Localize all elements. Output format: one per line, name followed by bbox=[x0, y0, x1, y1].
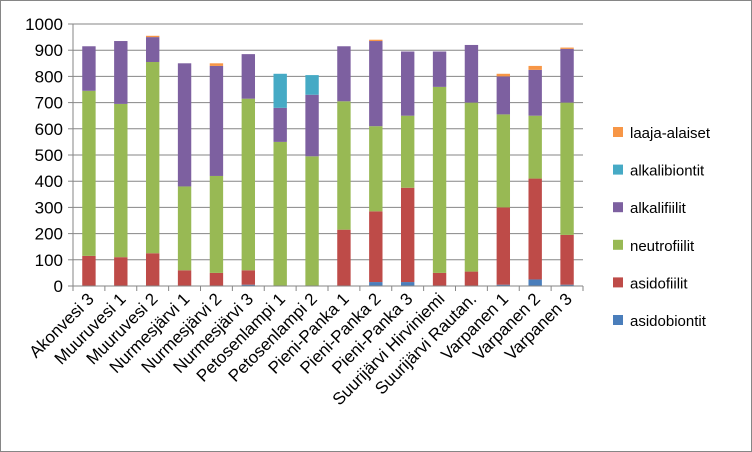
bar-segment-neutrofiilit bbox=[464, 102, 479, 272]
bar-segment-asidobiontit bbox=[496, 284, 511, 286]
bar-segment-alkalifiilit bbox=[400, 51, 415, 116]
legend-label: asidobiontit bbox=[630, 313, 707, 330]
legend-label: laaja-alaiset bbox=[630, 125, 711, 142]
bar-segment-alkalifiilit bbox=[177, 63, 192, 187]
legend-swatch-asidofiilit bbox=[613, 277, 623, 288]
bar-segment-alkalifiilit bbox=[114, 41, 128, 104]
y-tick-label: 200 bbox=[35, 225, 63, 244]
y-tick-label: 400 bbox=[35, 172, 63, 191]
bar-segment-alkalifiilit bbox=[496, 76, 511, 115]
y-tick-label: 800 bbox=[35, 67, 63, 86]
bar-segment-neutrofiilit bbox=[369, 126, 383, 212]
bar-segment-asidofiilit bbox=[177, 270, 192, 286]
bar-segment-neutrofiilit bbox=[241, 98, 256, 271]
bar-segment-laaja-alaiset bbox=[496, 73, 511, 77]
bar-segment-asidofiilit bbox=[528, 178, 542, 280]
bar-segment-asidobiontit bbox=[241, 284, 256, 286]
bar-segment-neutrofiilit bbox=[432, 86, 447, 273]
bar-segment-asidofiilit bbox=[114, 257, 128, 286]
bar-segment-alkalifiilit bbox=[305, 94, 319, 157]
legend-swatch-asidobiontit bbox=[613, 315, 623, 325]
bar-segment-alkalifiilit bbox=[528, 69, 542, 116]
bar-segment-asidofiilit bbox=[145, 253, 160, 286]
bar-segment-alkalifiilit bbox=[209, 65, 224, 176]
bar-segment-alkalibiontit bbox=[273, 73, 287, 108]
bar-segment-asidobiontit bbox=[528, 279, 542, 286]
bar-segment-asidofiilit bbox=[82, 255, 96, 286]
bar-segment-alkalifiilit bbox=[145, 37, 160, 62]
bar-segment-laaja-alaiset bbox=[560, 47, 574, 49]
bar-segment-alkalifiilit bbox=[241, 54, 256, 99]
bar-segment-asidofiilit bbox=[464, 271, 479, 286]
y-tick-label: 600 bbox=[35, 120, 63, 139]
bar-segment-asidobiontit bbox=[369, 282, 383, 286]
bar-segment-alkalifiilit bbox=[432, 51, 447, 87]
bar-segment-alkalifiilit bbox=[560, 48, 574, 103]
bar-segment-neutrofiilit bbox=[496, 114, 511, 208]
bar-segment-alkalifiilit bbox=[337, 46, 351, 102]
bar-segment-alkalifiilit bbox=[82, 46, 96, 91]
y-tick-label: 100 bbox=[35, 251, 63, 270]
bar-segment-neutrofiilit bbox=[305, 156, 319, 286]
bar-segment-neutrofiilit bbox=[560, 102, 574, 235]
bar-segment-asidofiilit bbox=[400, 187, 415, 283]
legend-swatch-neutrofiilit bbox=[613, 239, 623, 250]
legend-label: asidofiilit bbox=[630, 275, 688, 292]
y-tick-label: 0 bbox=[54, 277, 63, 296]
bar-segment-asidofiilit bbox=[369, 211, 383, 283]
bar-segment-alkalifiilit bbox=[464, 44, 479, 103]
y-tick-label: 700 bbox=[35, 94, 63, 113]
bar-segment-neutrofiilit bbox=[273, 141, 287, 286]
bar-segment-neutrofiilit bbox=[177, 186, 192, 271]
bar-segment-neutrofiilit bbox=[400, 115, 415, 188]
legend-swatch-laaja-alaiset bbox=[613, 127, 623, 137]
bar-segment-asidofiilit bbox=[560, 234, 574, 285]
bar-segment-asidobiontit bbox=[560, 284, 574, 286]
y-tick-label: 1000 bbox=[25, 15, 63, 34]
bar-segment-asidofiilit bbox=[241, 270, 256, 285]
legend-swatch-alkalibiontit bbox=[613, 164, 623, 175]
bar-segment-asidofiilit bbox=[496, 207, 511, 285]
y-tick-label: 500 bbox=[35, 146, 63, 165]
legend-label: alkalifiilit bbox=[630, 200, 687, 217]
bar-segment-alkalifiilit bbox=[273, 107, 287, 142]
bar-segment-asidobiontit bbox=[400, 282, 415, 286]
legend-label: neutrofiilit bbox=[630, 238, 695, 255]
bar-segment-neutrofiilit bbox=[209, 175, 224, 273]
bar-segment-alkalibiontit bbox=[305, 75, 319, 95]
bar-segment-asidofiilit bbox=[432, 272, 447, 286]
bar-segment-neutrofiilit bbox=[114, 103, 128, 258]
bar-segment-laaja-alaiset bbox=[145, 35, 160, 38]
bar-segment-alkalifiilit bbox=[369, 41, 383, 127]
y-tick-label: 900 bbox=[35, 41, 63, 60]
bar-segment-laaja-alaiset bbox=[209, 63, 224, 66]
legend-swatch-alkalifiilit bbox=[613, 202, 623, 213]
legend-label: alkalibiontit bbox=[630, 163, 705, 180]
bar-segment-laaja-alaiset bbox=[369, 39, 383, 42]
bar-segment-asidofiilit bbox=[209, 272, 224, 286]
bar-segment-asidofiilit bbox=[337, 229, 351, 286]
bar-segment-neutrofiilit bbox=[337, 101, 351, 230]
bar-segment-neutrofiilit bbox=[145, 61, 160, 254]
bar-segment-neutrofiilit bbox=[82, 90, 96, 256]
bar-segment-neutrofiilit bbox=[528, 115, 542, 179]
y-tick-label: 300 bbox=[35, 198, 63, 217]
bar-segment-laaja-alaiset bbox=[528, 65, 542, 70]
